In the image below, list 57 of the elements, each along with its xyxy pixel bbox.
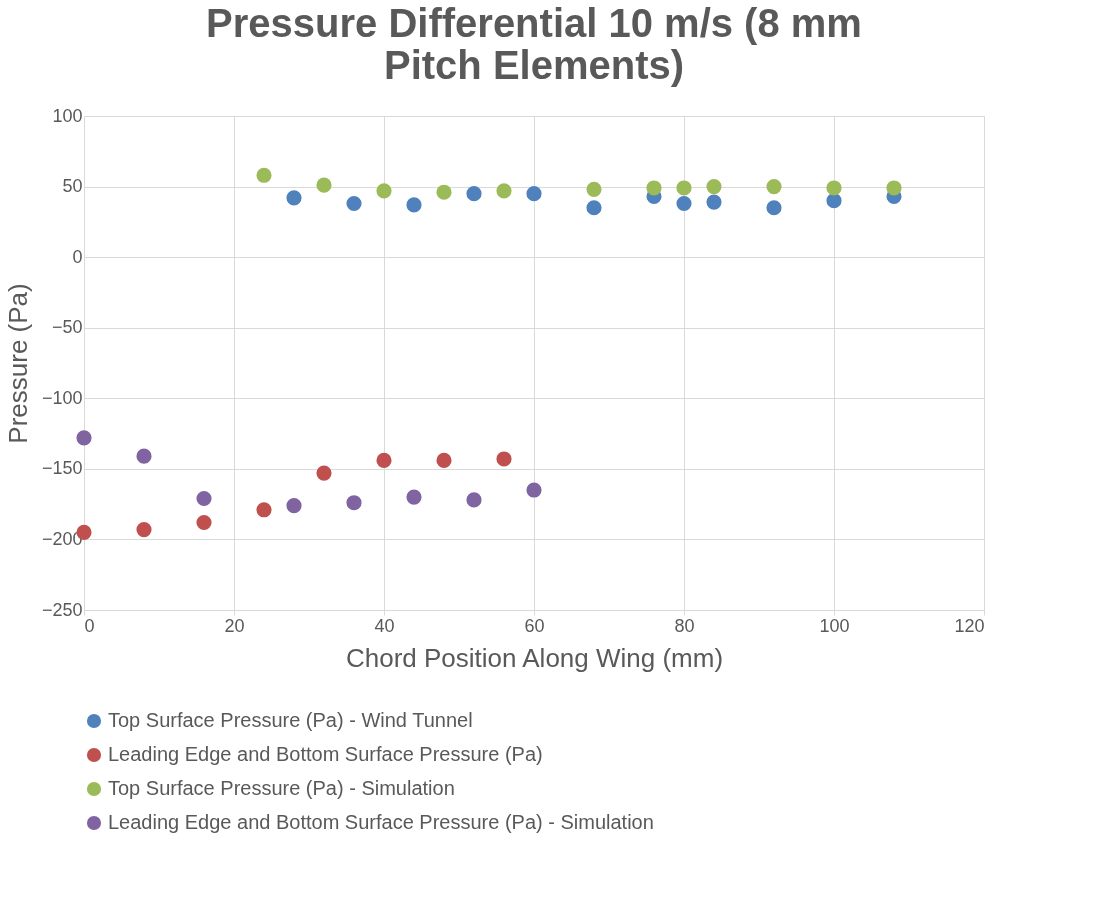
legend-label: Leading Edge and Bottom Surface Pressure (Pa)	[108, 743, 543, 765]
point	[136, 521, 152, 538]
legend-label: Top Surface Pressure (Pa) - Wind Tunnel	[108, 709, 473, 731]
x-tick-label: 120	[954, 615, 985, 636]
y-tick-label: −100	[41, 387, 83, 408]
point	[646, 180, 662, 196]
point	[286, 190, 302, 206]
point	[76, 430, 92, 446]
point	[466, 492, 482, 508]
point	[436, 184, 452, 200]
point	[346, 195, 362, 212]
x-tick-label: 20	[224, 615, 245, 636]
point	[436, 452, 452, 468]
point	[406, 197, 422, 213]
point	[526, 186, 542, 202]
x-tick-label: 80	[674, 615, 695, 636]
point	[256, 167, 272, 183]
x-axis-title: Chord Position Along Wing (mm)	[345, 642, 724, 673]
y-axis-title: Pressure (Pa)	[2, 283, 33, 444]
point	[886, 180, 902, 196]
point	[706, 194, 722, 210]
chart-title: Pressure Differential 10 m/s (8 mm Pitch Elements)	[206, 1, 862, 87]
point	[586, 200, 602, 216]
y-tick-label: −250	[41, 599, 83, 620]
point	[496, 451, 512, 467]
point	[406, 489, 422, 505]
y-tick-label: 50	[62, 176, 83, 197]
point	[586, 181, 602, 197]
point	[376, 183, 392, 199]
point	[526, 482, 542, 498]
point	[826, 193, 842, 209]
point	[676, 180, 692, 196]
point	[766, 200, 782, 216]
x-tick-label: 60	[524, 615, 545, 636]
y-tick-label: 0	[72, 246, 83, 267]
point	[826, 180, 842, 196]
point	[496, 183, 512, 199]
point	[256, 502, 272, 518]
point	[376, 452, 392, 468]
y-tick-label: 100	[52, 105, 83, 126]
point	[136, 448, 152, 464]
point	[196, 490, 212, 507]
legend-label: Top Surface Pressure (Pa) - Simulation	[108, 777, 455, 799]
point	[466, 186, 482, 202]
point	[286, 497, 302, 514]
point	[316, 465, 332, 481]
point	[676, 195, 692, 212]
point	[196, 514, 212, 531]
point	[706, 179, 722, 195]
y-tick-label: −150	[41, 458, 83, 479]
point	[346, 495, 362, 511]
point	[766, 179, 782, 195]
legend-label: Leading Edge and Bottom Surface Pressure (Pa) - Simulation	[108, 811, 654, 833]
x-tick-label: 100	[819, 615, 850, 636]
x-tick-label: 40	[374, 615, 395, 636]
point	[316, 177, 332, 193]
y-tick-label: −50	[51, 317, 83, 338]
